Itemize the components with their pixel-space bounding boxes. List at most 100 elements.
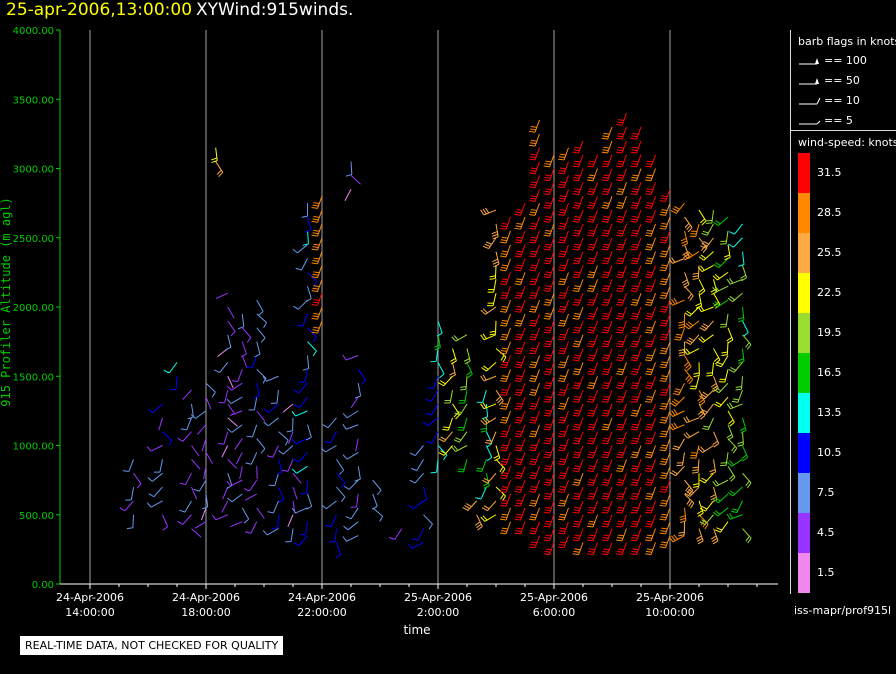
wind-barb-flag <box>587 287 595 290</box>
wind-barb-flag <box>659 200 666 202</box>
wind-barb-flag <box>602 246 609 249</box>
wind-barb-flag <box>530 499 537 502</box>
wind-barb-flag <box>325 524 332 528</box>
wind-barb-flag <box>616 190 624 193</box>
wind-barb-staff <box>665 493 671 507</box>
wind-barb-staff <box>356 493 359 507</box>
wind-barb-flag <box>313 285 320 288</box>
wind-barb-flag <box>529 380 536 383</box>
wind-barb-staff <box>621 154 627 168</box>
wind-barb-flag <box>632 229 639 232</box>
wind-barb-staff <box>621 251 627 264</box>
wind-barb-flag <box>226 398 232 404</box>
wind-barb-staff <box>239 466 243 480</box>
wind-barb-staff <box>346 451 359 460</box>
wind-barb-flag <box>572 331 579 334</box>
wind-barb-staff <box>487 500 497 511</box>
wind-barb-flag <box>529 363 537 366</box>
wind-barb-flag <box>703 425 710 428</box>
wind-barb-staff <box>665 369 671 382</box>
wind-barb-flag <box>573 246 580 249</box>
wind-barb-flag <box>587 356 595 359</box>
wind-barb-staff <box>563 507 569 521</box>
wind-barb-flag <box>529 532 536 535</box>
wind-barb-staff <box>221 445 229 458</box>
wind-barb-flag <box>645 234 652 237</box>
wind-barb-flag <box>544 509 551 512</box>
wind-barb-flag <box>573 467 580 470</box>
wind-barb-flag <box>558 516 566 519</box>
wind-barb-flag <box>659 394 666 396</box>
wind-barb-flag <box>729 490 736 495</box>
wind-barb-flag <box>587 315 595 318</box>
wind-barb-flag <box>559 209 566 211</box>
wind-barb-staff <box>462 417 468 431</box>
wind-barb-flag <box>631 246 638 249</box>
wind-barb-flag <box>616 176 624 179</box>
wind-barb-flag <box>313 243 320 246</box>
wind-barb-flag <box>543 304 550 306</box>
wind-barb-staff <box>520 479 526 493</box>
wind-barb-flag <box>574 451 581 454</box>
wind-barb-flag <box>602 537 609 539</box>
wind-barb-flag <box>632 299 639 301</box>
wind-barb-flag <box>645 414 652 417</box>
wind-barb-flag <box>544 370 551 373</box>
wind-barb-flag <box>544 537 551 539</box>
wind-barb-staff <box>734 223 743 235</box>
wind-barb-staff <box>534 272 540 285</box>
wind-barb-staff <box>272 500 279 514</box>
wind-barb-staff <box>621 223 627 237</box>
wind-barb-flag <box>226 480 231 487</box>
wind-barb-flag <box>645 204 653 207</box>
wind-barb-staff <box>592 154 598 168</box>
wind-barb-flag <box>712 385 718 390</box>
wind-barb-flag <box>588 382 595 385</box>
wind-barb-flag <box>482 482 489 487</box>
wind-barb-flag <box>603 299 610 301</box>
wind-barb-staff <box>549 362 555 375</box>
wind-barb-staff <box>295 410 308 417</box>
wind-barb-staff <box>198 479 207 492</box>
wind-barb-flag <box>572 359 579 362</box>
wind-barb-flag <box>543 345 550 348</box>
wind-barb-staff <box>227 306 235 319</box>
wind-barb-flag <box>646 506 653 509</box>
wind-barb-flag <box>587 373 594 376</box>
wind-barb-flag <box>630 373 637 376</box>
wind-barb-staff <box>372 493 378 507</box>
wind-barb-staff <box>449 390 453 403</box>
wind-barb-staff <box>695 223 700 237</box>
wind-barb-flag <box>601 539 608 542</box>
wind-barb-flag <box>313 326 320 329</box>
wind-barb-flag <box>500 283 507 286</box>
wind-barb-flag <box>646 229 653 232</box>
wind-barb-flag <box>660 530 667 532</box>
wind-barb-flag <box>587 523 595 526</box>
wind-barb-staff <box>563 244 569 258</box>
wind-barb-staff <box>636 500 642 514</box>
wind-barb-staff <box>621 140 627 154</box>
wind-barb-staff <box>266 375 279 382</box>
wind-barb-flag <box>685 375 690 381</box>
wind-barb-flag <box>516 222 523 225</box>
wind-barb-flag <box>483 485 490 489</box>
wind-barb-staff <box>726 341 729 355</box>
wind-barb-flag <box>558 407 565 410</box>
wind-barb-flag <box>544 163 551 165</box>
wind-barb-flag <box>661 209 668 211</box>
wind-barb-flag <box>601 387 608 389</box>
wind-barb-staff <box>732 292 743 303</box>
speed-label: 28.5 <box>817 206 842 219</box>
wind-barb-flag <box>262 376 267 382</box>
wind-barb-flag <box>543 511 550 514</box>
wind-barb-flag <box>632 285 639 288</box>
wind-barb-flag <box>630 456 637 459</box>
wind-barb-staff <box>549 376 555 389</box>
wind-barb-staff <box>636 362 642 375</box>
wind-barb-flag <box>632 479 639 482</box>
wind-barb-flag <box>486 442 493 448</box>
wind-barb-flag <box>683 433 689 439</box>
wind-barb-flag <box>515 391 522 394</box>
wind-barb-flag <box>515 363 522 366</box>
